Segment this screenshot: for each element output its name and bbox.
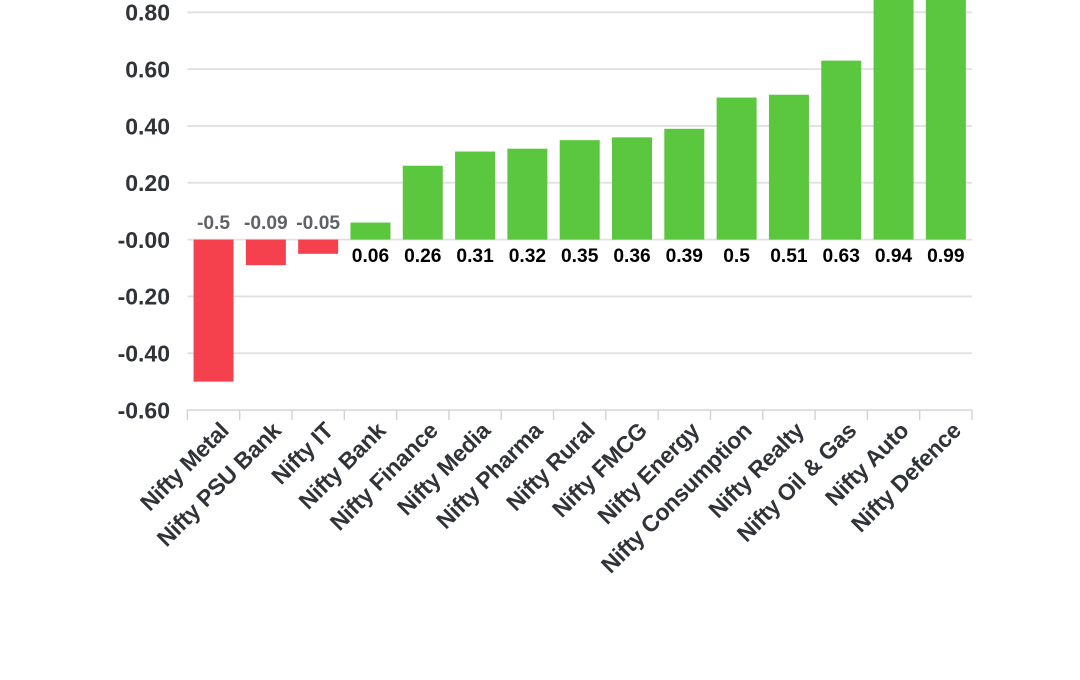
svg-text:-0.20: -0.20 [118, 284, 170, 310]
svg-text:0.31: 0.31 [456, 246, 494, 267]
svg-text:0.40: 0.40 [125, 113, 170, 139]
svg-text:-0.5: -0.5 [197, 213, 230, 234]
svg-text:0.63: 0.63 [823, 246, 860, 267]
svg-text:0.36: 0.36 [613, 246, 650, 267]
svg-text:0.35: 0.35 [561, 246, 599, 267]
svg-text:-0.60: -0.60 [118, 397, 170, 423]
svg-text:0.39: 0.39 [666, 246, 703, 267]
svg-text:0.26: 0.26 [404, 246, 441, 267]
svg-text:0.06: 0.06 [352, 246, 389, 267]
svg-text:0.80: 0.80 [125, 0, 170, 26]
svg-text:0.99: 0.99 [927, 246, 964, 267]
svg-text:0.94: 0.94 [875, 246, 913, 267]
svg-text:-0.40: -0.40 [118, 341, 170, 367]
svg-text:0.5: 0.5 [723, 246, 750, 267]
svg-text:0.60: 0.60 [125, 56, 170, 82]
svg-text:0.51: 0.51 [770, 246, 808, 267]
svg-text:-0.00: -0.00 [118, 227, 170, 253]
svg-text:-0.09: -0.09 [244, 213, 288, 234]
svg-text:0.32: 0.32 [509, 246, 546, 267]
svg-text:-0.05: -0.05 [296, 213, 340, 234]
svg-text:0.20: 0.20 [125, 170, 170, 196]
